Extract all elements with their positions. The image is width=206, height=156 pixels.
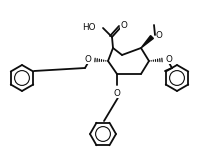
Text: O: O	[114, 89, 121, 98]
Text: O: O	[121, 22, 128, 31]
Polygon shape	[141, 36, 153, 48]
Text: HO: HO	[82, 22, 96, 32]
Text: O: O	[156, 32, 163, 41]
Text: O: O	[84, 54, 91, 63]
Text: O: O	[166, 54, 173, 63]
